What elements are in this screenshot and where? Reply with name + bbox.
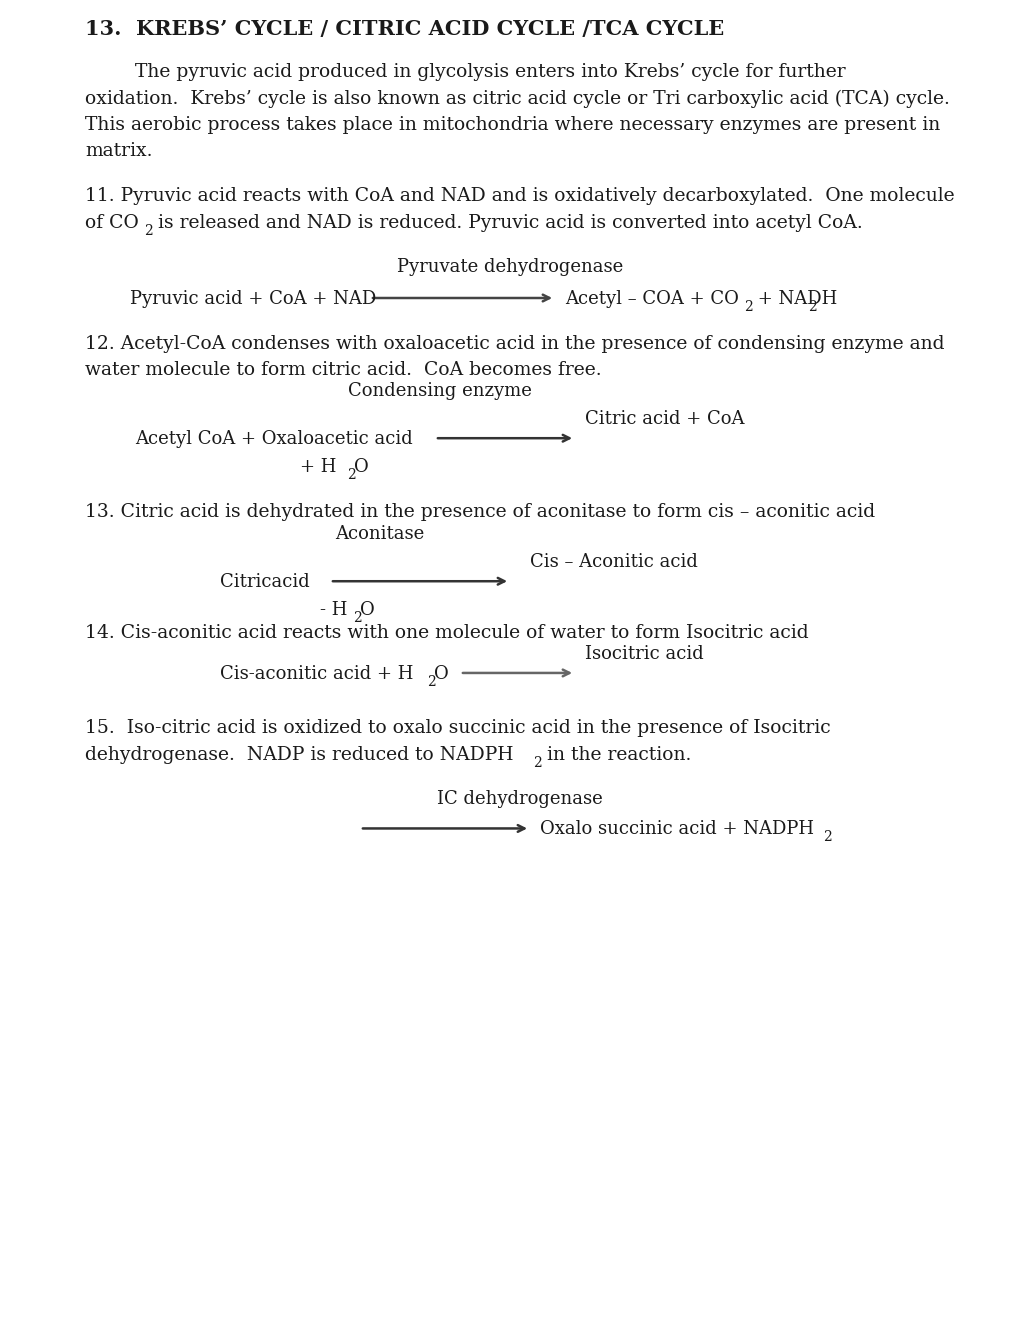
Text: Pyruvate dehydrogenase: Pyruvate dehydrogenase: [396, 257, 623, 276]
Text: dehydrogenase.  NADP is reduced to NADPH: dehydrogenase. NADP is reduced to NADPH: [85, 746, 513, 764]
Text: 12. Acetyl-CoA condenses with oxaloacetic acid in the presence of condensing enz: 12. Acetyl-CoA condenses with oxaloaceti…: [85, 334, 944, 352]
Text: Pyruvic acid + CoA + NAD: Pyruvic acid + CoA + NAD: [129, 290, 376, 308]
Text: 2: 2: [145, 223, 153, 238]
Text: 13. Citric acid is dehydrated in the presence of aconitase to form cis – aconiti: 13. Citric acid is dehydrated in the pre…: [85, 503, 874, 520]
Text: Cis-aconitic acid + H: Cis-aconitic acid + H: [220, 665, 413, 682]
Text: Oxalo succinic acid + NADPH: Oxalo succinic acid + NADPH: [539, 821, 813, 838]
Text: of CO: of CO: [85, 214, 139, 231]
Text: Isocitric acid: Isocitric acid: [585, 645, 703, 663]
Text: oxidation.  Krebs’ cycle is also known as citric acid cycle or Tri carboxylic ac: oxidation. Krebs’ cycle is also known as…: [85, 90, 949, 107]
Text: Acetyl CoA + Oxaloacetic acid: Acetyl CoA + Oxaloacetic acid: [135, 430, 413, 449]
Text: 2: 2: [743, 300, 752, 314]
Text: matrix.: matrix.: [85, 143, 153, 161]
Text: 2: 2: [533, 756, 541, 770]
Text: 13.  KREBS’ CYCLE / CITRIC ACID CYCLE /TCA CYCLE: 13. KREBS’ CYCLE / CITRIC ACID CYCLE /TC…: [85, 18, 723, 40]
Text: The pyruvic acid produced in glycolysis enters into Krebs’ cycle for further: The pyruvic acid produced in glycolysis …: [135, 63, 845, 81]
Text: O: O: [354, 458, 369, 477]
Text: 14. Cis-aconitic acid reacts with one molecule of water to form Isocitric acid: 14. Cis-aconitic acid reacts with one mo…: [85, 624, 808, 642]
Text: 2: 2: [346, 469, 356, 482]
Text: is released and NAD is reduced. Pyruvic acid is converted into acetyl CoA.: is released and NAD is reduced. Pyruvic …: [152, 214, 861, 231]
Text: O: O: [433, 665, 448, 682]
Text: 15.  Iso-citric acid is oxidized to oxalo succinic acid in the presence of Isoci: 15. Iso-citric acid is oxidized to oxalo…: [85, 719, 829, 738]
Text: + H: + H: [300, 458, 336, 477]
Text: + NADH: + NADH: [751, 290, 837, 308]
Text: IC dehydrogenase: IC dehydrogenase: [437, 791, 602, 808]
Text: This aerobic process takes place in mitochondria where necessary enzymes are pre: This aerobic process takes place in mito…: [85, 116, 940, 135]
Text: - H: - H: [320, 601, 347, 619]
Text: Cis – Aconitic acid: Cis – Aconitic acid: [530, 553, 697, 572]
Text: Aconitase: Aconitase: [335, 525, 424, 544]
Text: Condensing enzyme: Condensing enzyme: [347, 383, 532, 400]
Text: water molecule to form citric acid.  CoA becomes free.: water molecule to form citric acid. CoA …: [85, 360, 601, 379]
Text: 2: 2: [807, 300, 816, 314]
Text: Citricacid: Citricacid: [220, 573, 310, 591]
Text: 2: 2: [353, 611, 362, 626]
Text: 2: 2: [427, 675, 435, 689]
Text: 11. Pyruvic acid reacts with CoA and NAD and is oxidatively decarboxylated.  One: 11. Pyruvic acid reacts with CoA and NAD…: [85, 187, 954, 205]
Text: in the reaction.: in the reaction.: [540, 746, 691, 764]
Text: 2: 2: [822, 830, 830, 845]
Text: O: O: [360, 601, 374, 619]
Text: Acetyl – COA + CO: Acetyl – COA + CO: [565, 290, 738, 308]
Text: Citric acid + CoA: Citric acid + CoA: [585, 411, 744, 428]
